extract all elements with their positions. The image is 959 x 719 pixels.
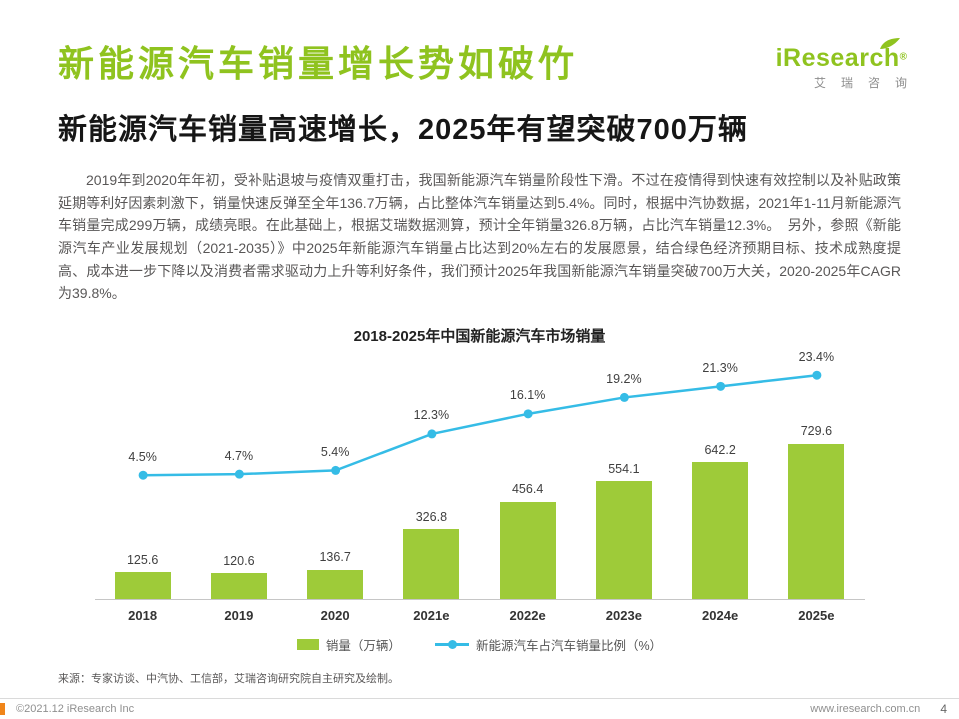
sales-chart: 2018-2025年中国新能源汽车市场销量 125.6 4.5% 120.6 4.7%… xyxy=(94,325,865,654)
line-value-label: 5.4% xyxy=(320,444,350,459)
legend-item-line: 新能源汽车占汽车销量比例（%） xyxy=(434,635,663,654)
bar-2024e xyxy=(692,462,749,599)
line-value-label: 4.7% xyxy=(224,448,254,463)
x-axis-labels: 2018 2019 2020 2021e 2022e 2023e 2024e 2025e xyxy=(95,600,865,623)
logo-wordmark-row: iResearch® xyxy=(775,38,907,72)
bar-value-label: 120.6 xyxy=(223,553,255,568)
footer: ©2021.12 iResearch Inc www.iresearch.com… xyxy=(0,698,959,719)
line-value-label: 16.1% xyxy=(509,388,546,403)
bar-value-label: 136.7 xyxy=(319,550,351,565)
iresearch-logo: iResearch® 艾瑞咨询 xyxy=(775,38,907,91)
page-number: 4 xyxy=(940,702,947,716)
bar-2018 xyxy=(114,572,171,599)
bar-value-label: 326.8 xyxy=(415,509,448,524)
leaf-icon xyxy=(880,38,900,49)
footer-accent-bar xyxy=(0,703,5,715)
trend-point xyxy=(619,392,629,402)
line-value-label: 21.3% xyxy=(702,360,738,375)
bar-2020 xyxy=(307,569,364,599)
line-legend-label: 新能源汽车占汽车销量比例（%） xyxy=(475,638,663,653)
x-axis-label-2020: 2020 xyxy=(320,607,350,623)
x-axis-label-2025e: 2025e xyxy=(798,607,835,623)
x-axis-label-2019: 2019 xyxy=(224,607,254,623)
bar-value-label: 729.6 xyxy=(800,424,833,439)
bar-legend-swatch xyxy=(296,638,319,650)
header: 新能源汽车销量增长势如破竹 iResearch® 艾瑞咨询 xyxy=(0,0,959,91)
x-axis-label-2018: 2018 xyxy=(128,607,158,623)
bar-value-label: 456.4 xyxy=(511,482,544,497)
line-value-label: 19.2% xyxy=(606,371,642,386)
line-value-label: 23.4% xyxy=(798,349,835,364)
trend-point xyxy=(426,429,436,439)
bar-2025e xyxy=(788,443,845,599)
chart-legend: 销量（万辆） 新能源汽车占汽车销量比例（%） xyxy=(95,635,865,654)
logo-wordmark: iResearch xyxy=(775,44,900,72)
line-legend-swatch xyxy=(434,639,469,649)
page-subtitle: 新能源汽车销量高速增长，2025年有望突破700万辆 xyxy=(58,114,748,146)
chart-title: 2018-2025年中国新能源汽车市场销量 xyxy=(353,327,606,345)
bar-value-label: 554.1 xyxy=(608,461,640,476)
bar-legend-label: 销量（万辆） xyxy=(325,638,401,653)
x-axis-label-2022e: 2022e xyxy=(509,607,546,623)
x-axis-label-2021e: 2021e xyxy=(413,607,450,623)
trend-point xyxy=(811,370,821,380)
page-title: 新能源汽车销量增长势如破竹 xyxy=(58,43,579,84)
line-legend-dot-icon xyxy=(447,639,457,649)
trend-point xyxy=(523,409,533,419)
trend-point xyxy=(330,465,340,475)
bar-2019 xyxy=(210,573,267,599)
bar-value-label: 125.6 xyxy=(126,552,159,567)
x-axis-label-2024e: 2024e xyxy=(702,607,739,623)
trend-point xyxy=(715,381,725,391)
bar-2021e xyxy=(403,529,460,599)
registered-mark: ® xyxy=(899,51,907,63)
source-note: 来源：专家访谈、中汽协、工信部，艾瑞咨询研究院自主研究及绘制。 xyxy=(58,672,399,685)
logo-subtext: 艾瑞咨询 xyxy=(813,76,922,90)
bar-2022e xyxy=(499,501,556,599)
legend-item-bar: 销量（万辆） xyxy=(296,635,401,654)
trend-point xyxy=(234,469,244,479)
bar-2023e xyxy=(595,481,652,599)
bar-value-label: 642.2 xyxy=(704,442,736,457)
chart-plot: 125.6 4.5% 120.6 4.7% 136.7 5.4% 326.8 12.3% 456… xyxy=(94,349,865,600)
line-value-label: 4.5% xyxy=(128,449,157,464)
trend-point xyxy=(138,470,148,480)
line-value-label: 12.3% xyxy=(413,408,450,423)
website-link: www.iresearch.com.cn xyxy=(810,703,921,715)
copyright-text: ©2021.12 iResearch Inc xyxy=(16,703,135,715)
body-paragraph: 2019年到2020年年初，受补贴退坡与疫情双重打击，我国新能源汽车销量阶段性下… xyxy=(58,171,901,302)
x-axis-label-2023e: 2023e xyxy=(605,607,642,623)
